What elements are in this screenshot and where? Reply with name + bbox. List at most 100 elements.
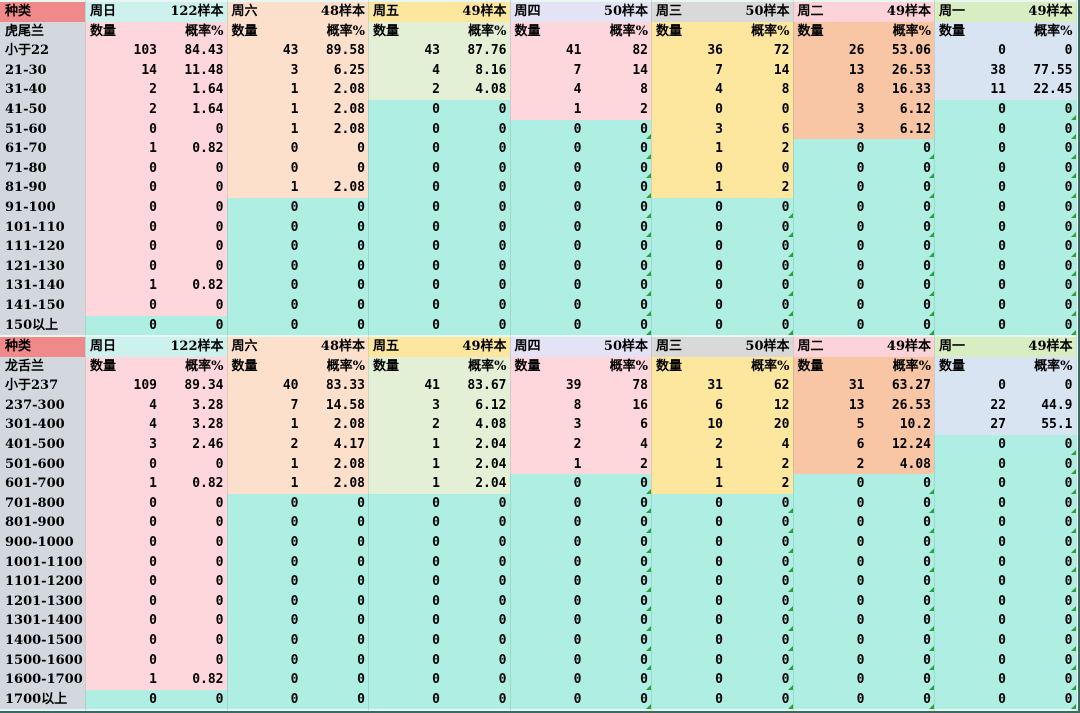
range-label-cell[interactable]: 601-700: [0, 474, 85, 494]
rate-value-cell[interactable]: 0: [726, 533, 793, 553]
range-label-cell[interactable]: 501-600: [0, 454, 85, 475]
rate-value-cell[interactable]: 0: [301, 198, 368, 218]
count-value-cell[interactable]: 43: [368, 41, 443, 61]
count-value-cell[interactable]: 0: [226, 689, 302, 710]
rate-value-cell[interactable]: 2.08: [301, 474, 368, 494]
count-value-cell[interactable]: 41: [368, 376, 443, 396]
count-label-cell[interactable]: 数量: [226, 356, 302, 377]
range-label-cell[interactable]: 141-150: [0, 296, 85, 316]
count-value-cell[interactable]: 1: [226, 474, 302, 494]
rate-value-cell[interactable]: 0: [301, 591, 368, 612]
count-value-cell[interactable]: 0: [934, 474, 1009, 494]
rate-value-cell[interactable]: 0: [867, 315, 934, 336]
count-value-cell[interactable]: 1: [226, 119, 302, 140]
count-value-cell[interactable]: 1: [368, 474, 443, 494]
count-value-cell[interactable]: 0: [509, 158, 585, 179]
range-label-cell[interactable]: 111-120: [0, 237, 85, 257]
rate-value-cell[interactable]: 0: [1009, 474, 1076, 494]
rate-value-cell[interactable]: 0: [443, 315, 510, 336]
sample-count-cell[interactable]: 49样本: [443, 2, 510, 22]
rate-value-cell[interactable]: 0: [1009, 198, 1076, 218]
count-value-cell[interactable]: 0: [509, 670, 585, 690]
count-value-cell[interactable]: 0: [85, 198, 160, 218]
rate-value-cell[interactable]: 0: [584, 237, 651, 257]
count-value-cell[interactable]: 0: [226, 631, 302, 651]
rate-value-cell[interactable]: 1.64: [160, 80, 227, 100]
rate-value-cell[interactable]: 0: [584, 276, 651, 296]
rate-label-cell[interactable]: 概率%: [160, 356, 227, 377]
rate-value-cell[interactable]: 0: [443, 552, 510, 573]
count-value-cell[interactable]: 2: [792, 454, 868, 475]
count-value-cell[interactable]: 0: [792, 139, 868, 159]
count-value-cell[interactable]: 22: [934, 395, 1009, 416]
count-value-cell[interactable]: 0: [934, 493, 1009, 514]
count-value-cell[interactable]: 3: [509, 415, 585, 435]
day-name-cell[interactable]: 周三: [651, 337, 726, 357]
rate-value-cell[interactable]: 77.55: [1009, 60, 1076, 81]
count-value-cell[interactable]: 0: [226, 513, 302, 533]
count-value-cell[interactable]: 0: [651, 533, 726, 553]
sample-count-cell[interactable]: 49样本: [867, 337, 934, 357]
range-label-cell[interactable]: 小于22: [0, 41, 85, 61]
rate-value-cell[interactable]: 0: [584, 670, 651, 690]
rate-value-cell[interactable]: 22.45: [1009, 80, 1076, 100]
rate-value-cell[interactable]: 87.76: [443, 41, 510, 61]
rate-value-cell[interactable]: 2.08: [301, 415, 368, 435]
day-name-cell[interactable]: 周五: [368, 2, 443, 22]
rate-value-cell[interactable]: 0: [1009, 139, 1076, 159]
count-value-cell[interactable]: 1: [651, 139, 726, 159]
rate-value-cell[interactable]: 0: [301, 552, 368, 573]
rate-value-cell[interactable]: 0: [160, 591, 227, 612]
rate-label-cell[interactable]: 概率%: [301, 356, 368, 377]
count-value-cell[interactable]: 0: [651, 100, 726, 120]
count-value-cell[interactable]: 36: [651, 41, 726, 61]
rate-value-cell[interactable]: 0: [443, 256, 510, 277]
count-label-cell[interactable]: 数量: [85, 21, 160, 42]
count-value-cell[interactable]: 0: [85, 315, 160, 336]
rate-value-cell[interactable]: 0: [1009, 237, 1076, 257]
rate-value-cell[interactable]: 0: [443, 670, 510, 690]
count-value-cell[interactable]: 13: [792, 395, 868, 416]
rate-value-cell[interactable]: 0: [726, 591, 793, 612]
rate-value-cell[interactable]: 0: [584, 474, 651, 494]
count-value-cell[interactable]: 1: [651, 454, 726, 475]
rate-value-cell[interactable]: 0: [726, 158, 793, 179]
range-label-cell[interactable]: 51-60: [0, 119, 85, 140]
rate-value-cell[interactable]: 0: [160, 119, 227, 140]
count-value-cell[interactable]: 39: [509, 376, 585, 396]
count-label-cell[interactable]: 数量: [85, 356, 160, 377]
range-label-cell[interactable]: 121-130: [0, 256, 85, 277]
range-label-cell[interactable]: 1301-1400: [0, 611, 85, 631]
species-name-cell[interactable]: 龙舌兰: [0, 356, 85, 377]
range-label-cell[interactable]: 1001-1100: [0, 552, 85, 573]
range-label-cell[interactable]: 1101-1200: [0, 572, 85, 592]
rate-value-cell[interactable]: 0: [584, 139, 651, 159]
count-value-cell[interactable]: 0: [226, 552, 302, 573]
count-value-cell[interactable]: 0: [226, 139, 302, 159]
rate-value-cell[interactable]: 0: [867, 689, 934, 710]
rate-value-cell[interactable]: 84.43: [160, 41, 227, 61]
species-name-cell[interactable]: 虎尾兰: [0, 21, 85, 42]
count-value-cell[interactable]: 0: [85, 552, 160, 573]
rate-value-cell[interactable]: 0: [443, 217, 510, 238]
rate-value-cell[interactable]: 10.2: [867, 415, 934, 435]
rate-value-cell[interactable]: 0: [160, 552, 227, 573]
rate-value-cell[interactable]: 82: [584, 41, 651, 61]
count-value-cell[interactable]: 2: [368, 80, 443, 100]
rate-value-cell[interactable]: 0.82: [160, 139, 227, 159]
count-value-cell[interactable]: 0: [509, 552, 585, 573]
rate-label-cell[interactable]: 概率%: [584, 356, 651, 377]
rate-value-cell[interactable]: 55.1: [1009, 415, 1076, 435]
count-value-cell[interactable]: 0: [368, 513, 443, 533]
count-value-cell[interactable]: 0: [85, 256, 160, 277]
count-value-cell[interactable]: 1: [85, 670, 160, 690]
range-label-cell[interactable]: 61-70: [0, 139, 85, 159]
rate-value-cell[interactable]: 0: [301, 158, 368, 179]
range-label-cell[interactable]: 小于237: [0, 376, 85, 396]
day-name-cell[interactable]: 周六: [226, 337, 302, 357]
day-name-cell[interactable]: 周五: [368, 337, 443, 357]
count-value-cell[interactable]: 0: [368, 139, 443, 159]
rate-label-cell[interactable]: 概率%: [443, 21, 510, 42]
rate-value-cell[interactable]: 0: [443, 591, 510, 612]
count-value-cell[interactable]: 0: [651, 611, 726, 631]
